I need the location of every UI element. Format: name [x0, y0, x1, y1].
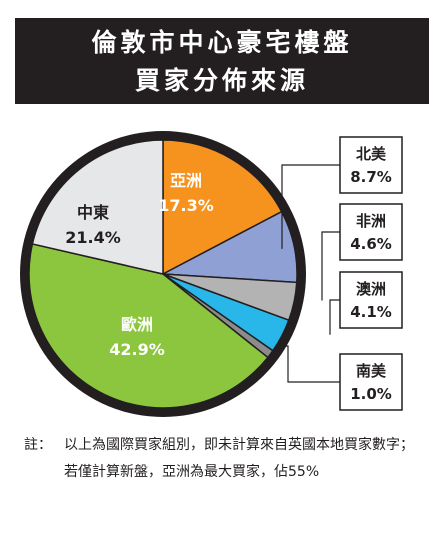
- callout-box-1: [339, 136, 403, 194]
- slice-label-0: 亞洲: [170, 171, 202, 190]
- footnote-prefix: 註：: [24, 437, 52, 453]
- slice-value-4: 1.0%: [350, 385, 392, 403]
- callout-box-4: [339, 353, 403, 411]
- leader-line-3: [329, 299, 340, 335]
- title-line-2: 買家分佈來源: [134, 66, 309, 95]
- slice-value-2: 4.6%: [350, 235, 392, 253]
- callout-box-2: [339, 203, 403, 261]
- slice-value-3: 4.1%: [350, 303, 392, 321]
- slice-value-0: 17.3%: [158, 196, 214, 215]
- leader-line-4: [283, 345, 340, 383]
- slice-label-5: 歐洲: [121, 315, 153, 334]
- callout-box-3: [339, 271, 403, 329]
- footnote-text: 以上為國際買家組別，即未計算來自英國本地買家數字；若僅計算新盤，亞洲為最大買家，…: [64, 437, 414, 480]
- pie-chart: 亞洲 17.3% 北美 8.7% 非洲 4.6% 澳洲 4.1% 南美 1.0% 歐洲 42.9% 中東…: [20, 131, 403, 417]
- chart-title: 倫敦市中心豪宅樓盤 買家分佈來源: [15, 18, 429, 104]
- slice-value-6: 21.4%: [65, 228, 121, 247]
- footnote: 註： 以上為國際買家組別，即未計算來自英國本地買家數字；若僅計算新盤，亞洲為最大…: [24, 432, 424, 486]
- slice-label-4: 南美: [356, 362, 387, 380]
- leader-line-2: [321, 231, 340, 301]
- slice-value-1: 8.7%: [350, 168, 392, 186]
- title-line-1: 倫敦市中心豪宅樓盤: [91, 28, 353, 57]
- leader-line-1: [281, 164, 340, 249]
- pie-slice-6: [31, 139, 164, 275]
- slice-label-1: 北美: [356, 145, 387, 163]
- slice-label-3: 澳洲: [356, 280, 386, 298]
- slice-value-5: 42.9%: [109, 340, 165, 359]
- pie-slice-0: [162, 139, 283, 276]
- pie-slice-5: [28, 243, 269, 409]
- slice-label-2: 非洲: [356, 212, 386, 230]
- slice-label-6: 中東: [77, 203, 109, 222]
